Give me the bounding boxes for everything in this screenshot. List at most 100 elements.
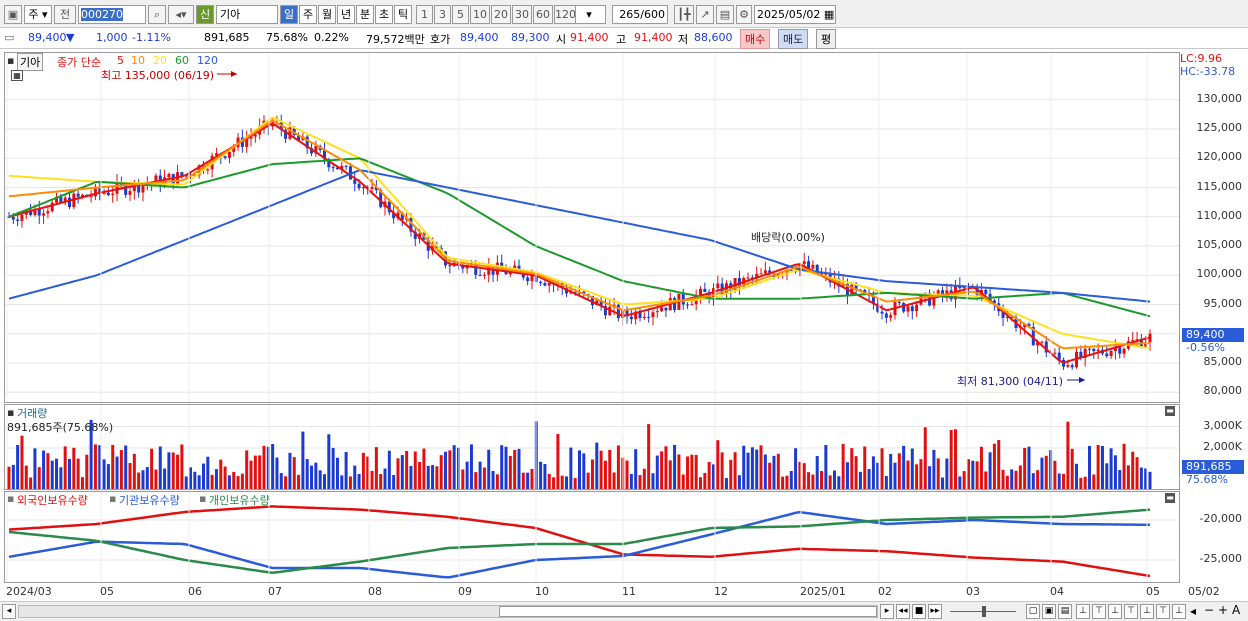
minute-button-60[interactable]: 60 — [533, 5, 553, 24]
market-select[interactable]: 주 ▾ — [24, 5, 52, 24]
period-tab-3[interactable]: 년 — [337, 5, 355, 24]
volume-pane[interactable]: ▪ 거래량 891,685주(75.68%) ▬ — [4, 404, 1180, 490]
stop-icon[interactable]: ■ — [912, 604, 926, 619]
volume-bar-213 — [928, 466, 932, 489]
period-tab-5[interactable]: 초 — [375, 5, 393, 24]
minute-button-5[interactable]: 5 — [452, 5, 469, 24]
volume-bar-103 — [452, 445, 456, 489]
tool-3-icon[interactable]: ⊥ — [1108, 604, 1122, 619]
tool-1-icon[interactable]: ⊥ — [1076, 604, 1090, 619]
code-input[interactable]: 000270 — [78, 5, 146, 24]
volume-bar-119 — [521, 472, 525, 489]
volume-bar-233 — [1014, 470, 1018, 489]
zoom-out-icon[interactable]: − — [1204, 603, 1215, 617]
price-chart-pane[interactable]: ▪ 기아 종가 단순 ▦ 최고 135,000 (06/19) 배당락(0.00… — [4, 52, 1180, 403]
search-icon[interactable]: ⌕ — [148, 5, 166, 24]
minute-button-20[interactable]: 20 — [491, 5, 511, 24]
minute-button-3[interactable]: 3 — [434, 5, 451, 24]
count-field[interactable]: 265/600 — [612, 5, 668, 24]
layout-1-icon[interactable]: ▢ — [1026, 604, 1040, 619]
forward-icon[interactable]: ▸▸ — [928, 604, 942, 619]
scroll-left-small-icon[interactable]: ◂ — [1190, 604, 1197, 618]
scroll-thumb[interactable] — [499, 606, 877, 617]
new-badge[interactable]: 신 — [196, 5, 214, 24]
prev-button[interactable]: 전 — [54, 5, 76, 24]
candle-body-109 — [478, 274, 482, 276]
volume-bar-47 — [210, 474, 214, 489]
price-chart-svg — [5, 53, 1179, 402]
candle-body-258 — [1122, 348, 1126, 354]
candle-body-215 — [936, 290, 940, 297]
info-menu-icon[interactable]: ▭ — [4, 31, 15, 44]
save-icon[interactable]: ▤ — [716, 5, 734, 24]
scroll-left-icon[interactable]: ◂ — [2, 604, 16, 619]
volume-settings-icon[interactable]: ▪ — [7, 406, 15, 419]
window-menu-icon[interactable]: ▣ — [4, 5, 22, 24]
candle-body-157 — [686, 304, 690, 306]
layout-2-icon[interactable]: ▣ — [1042, 604, 1056, 619]
candle-type-icon[interactable]: ┃╋ — [674, 5, 694, 24]
dividend-annotation: 배당락(0.00%) — [751, 231, 825, 244]
candle-body-121 — [530, 274, 534, 281]
scroll-track[interactable] — [18, 605, 878, 618]
low-arrow-head — [1079, 377, 1085, 383]
tool-7-icon[interactable]: ⊥ — [1172, 604, 1186, 619]
stock-name-field[interactable]: 기아 — [216, 5, 278, 24]
draw-tool-icon[interactable]: ↗ — [696, 5, 714, 24]
zoom-in-icon[interactable]: + — [1218, 603, 1229, 617]
speaker-icon[interactable]: ◂▾ — [168, 5, 194, 24]
volume-close-icon[interactable]: ▬ — [1165, 406, 1175, 416]
volume-bar-34 — [154, 469, 158, 489]
tool-2-icon[interactable]: ⊤ — [1092, 604, 1106, 619]
minute-button-10[interactable]: 10 — [470, 5, 490, 24]
grid-toggle-icon[interactable]: ▦ — [11, 70, 23, 81]
volume-bar-90 — [396, 458, 400, 489]
candle-body-239 — [1040, 341, 1044, 343]
rewind-icon[interactable]: ◂◂ — [896, 604, 910, 619]
volume-bar-53 — [236, 476, 240, 489]
volume-bar-102 — [448, 450, 452, 489]
date-field[interactable]: 2025/05/02 ▦ — [754, 5, 836, 24]
gear-icon[interactable]: ⚙ — [736, 5, 752, 24]
volume-bar-224 — [975, 461, 979, 489]
period-tab-4[interactable]: 분 — [356, 5, 374, 24]
zoom-slider-handle[interactable] — [982, 606, 986, 617]
layout-3-icon[interactable]: ▤ — [1058, 604, 1072, 619]
volume-bar-145 — [634, 449, 638, 489]
minute-button-120[interactable]: 120 — [554, 5, 576, 24]
period-tab-0[interactable]: 일 — [280, 5, 298, 24]
holdings-close-icon[interactable]: ▬ — [1165, 493, 1175, 503]
avg-button[interactable]: 평 — [816, 29, 837, 49]
holdings-legend-0: 외국인보유수량 — [17, 494, 88, 507]
volume-current-tag: 891,685 — [1182, 460, 1244, 474]
candle-body-17 — [80, 194, 84, 197]
period-tab-6[interactable]: 틱 — [394, 5, 412, 24]
current-price-tag: 89,400 — [1182, 328, 1244, 342]
volume-bar-216 — [941, 477, 945, 489]
toolbar: ▣ 주 ▾ 전 000270 ⌕ ◂▾ 신 기아 ▾ 265/600 ┃╋ ↗ … — [0, 0, 1248, 28]
scroll-right-icon[interactable]: ▸ — [880, 604, 894, 619]
candle-body-73 — [323, 150, 327, 160]
x-label-11: 03 — [966, 585, 980, 598]
period-tab-1[interactable]: 주 — [299, 5, 317, 24]
volume-bar-180 — [785, 475, 789, 489]
calendar-icon[interactable]: ▦ — [823, 8, 835, 21]
volume-bar-160 — [699, 477, 703, 489]
period-tab-2[interactable]: 월 — [318, 5, 336, 24]
minute-button-30[interactable]: 30 — [512, 5, 532, 24]
tool-5-icon[interactable]: ⊥ — [1140, 604, 1154, 619]
tool-4-icon[interactable]: ⊤ — [1124, 604, 1138, 619]
pane-settings-icon[interactable]: ▪ — [7, 54, 15, 67]
volume-bar-67 — [297, 474, 301, 489]
minute-button-1[interactable]: 1 — [416, 5, 433, 24]
font-size-icon[interactable]: A — [1232, 603, 1241, 617]
holdings-line-1 — [8, 510, 1150, 579]
period-dropdown[interactable]: ▾ — [572, 5, 606, 24]
holdings-pane[interactable]: ▬ ▪ 외국인보유수량 ▪ 기관보유수량 ▪ 개인보유수량 — [4, 491, 1180, 583]
buy-button[interactable]: 매수 — [740, 29, 771, 49]
volume-bar-172 — [750, 447, 754, 489]
x-label-0: 2024/03 — [6, 585, 52, 598]
volume-bar-83 — [366, 456, 370, 489]
tool-6-icon[interactable]: ⊤ — [1156, 604, 1170, 619]
sell-button[interactable]: 매도 — [778, 29, 809, 49]
